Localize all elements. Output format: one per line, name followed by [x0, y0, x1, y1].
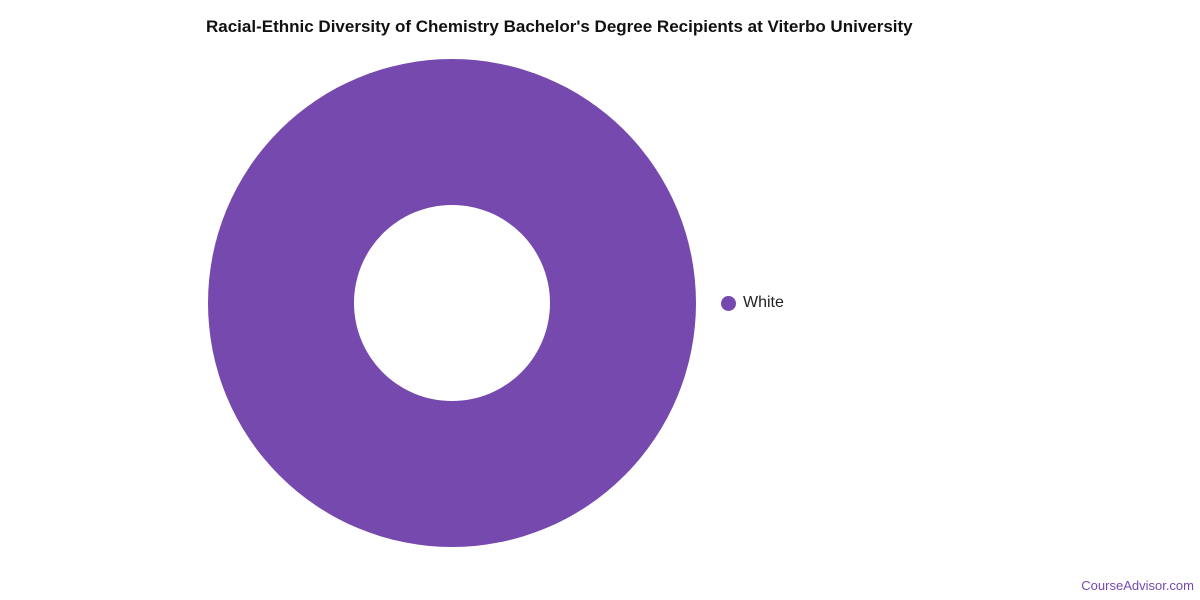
source-credit[interactable]: CourseAdvisor.com [1081, 578, 1194, 593]
legend-label: White [743, 294, 784, 311]
legend-swatch [721, 295, 736, 311]
chart-title: Racial-Ethnic Diversity of Chemistry Bac… [206, 17, 913, 36]
donut-slice-white [208, 59, 696, 547]
legend: White [721, 294, 784, 312]
